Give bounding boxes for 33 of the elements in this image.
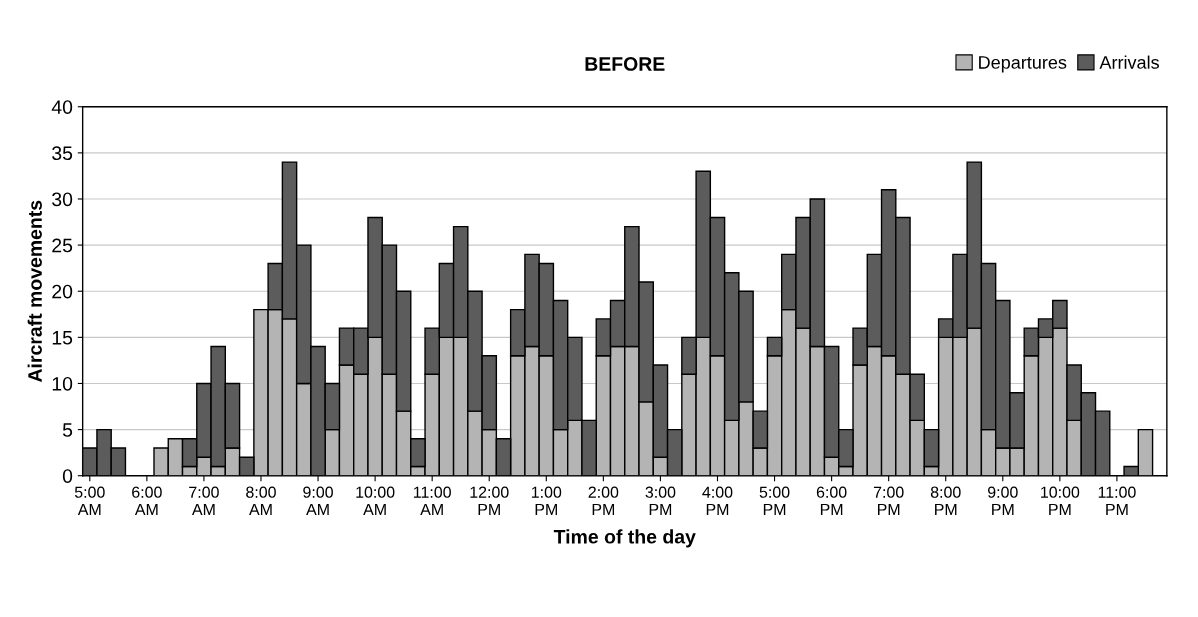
x-tick-label: 5:00 PM [759, 486, 790, 515]
x-axis-title: Time of the day [553, 529, 696, 548]
legend-label: Departures [979, 56, 1067, 73]
legend-label: Arrivals [1099, 55, 1159, 69]
x-tick-label: 11:00 PM [1098, 486, 1136, 515]
x-tick-label: 1:00 PM [531, 486, 562, 515]
y-tick-label: 15 [52, 331, 73, 345]
x-tick-label: 2:00 PM [588, 486, 619, 515]
y-tick-label: 35 [52, 146, 73, 161]
y-tick-label: 20 [52, 284, 73, 299]
y-tick-label: 10 [52, 376, 73, 391]
x-tick-label: 9:00 PM [988, 486, 1018, 515]
x-tick-label: 6:00 AM [132, 486, 162, 515]
x-tick-label: 8:00 PM [930, 486, 961, 515]
x-tick-label: 9:00 AM [303, 486, 333, 515]
x-tick-label: 8:00 AM [246, 486, 276, 515]
x-tick-label: 3:00 PM [645, 486, 676, 515]
x-tick-label: 11:00 AM [413, 486, 451, 515]
x-tick-label: 10:00 AM [356, 486, 395, 515]
y-tick-label: 0 [62, 469, 73, 483]
x-tick-label: 10:00 PM [1041, 486, 1080, 515]
chart-title: BEFORE [585, 57, 665, 71]
y-tick-label: 30 [52, 192, 73, 207]
y-tick-label: 5 [62, 423, 73, 437]
x-tick-label: 7:00 PM [873, 486, 904, 515]
y-tick-label: 40 [51, 100, 73, 114]
x-tick-label: 12:00 PM [470, 486, 509, 515]
y-tick-label: 25 [52, 238, 73, 253]
x-tick-label: 5:00 AM [74, 486, 105, 515]
x-tick-label: 7:00 AM [189, 486, 219, 515]
x-tick-label: 6:00 PM [816, 486, 847, 515]
y-axis-title: Aircraft movements [27, 200, 42, 383]
x-tick-label: 4:00 PM [702, 486, 733, 515]
